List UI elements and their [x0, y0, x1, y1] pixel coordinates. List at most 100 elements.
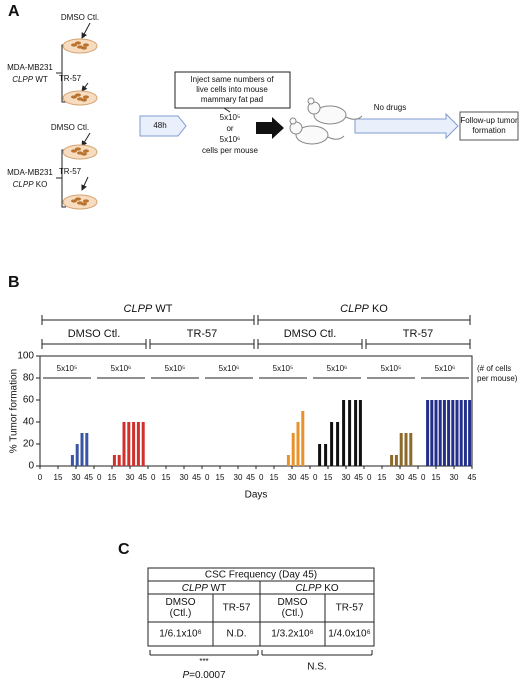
bar: [447, 400, 451, 466]
p-symbol: P: [182, 670, 189, 681]
genotype: WT: [35, 75, 48, 84]
x-tick-label: 45: [138, 473, 147, 482]
treatment-label: TR-57: [187, 328, 218, 340]
gene: CLPP: [13, 180, 35, 189]
bar: [117, 455, 121, 466]
x-tick-label: 0: [205, 473, 210, 482]
label: CSC Frequency (Day 45): [205, 570, 317, 581]
bar: [455, 400, 459, 466]
gene: CLPP: [295, 583, 321, 594]
cell-cluster: [75, 147, 81, 151]
bar: [330, 422, 334, 466]
cell-cluster: [81, 152, 87, 156]
cell-dose-label: 5x10⁵: [165, 364, 186, 373]
bar: [336, 422, 340, 466]
bar: [426, 400, 430, 466]
bar: [296, 422, 300, 466]
bar: [136, 422, 140, 466]
gene: CLPP: [12, 75, 34, 84]
genotype: KO: [372, 303, 388, 315]
cell-dose-label: 5x10⁵: [273, 364, 294, 373]
x-tick-label: 30: [234, 473, 243, 482]
schematic-shapes: [56, 22, 519, 208]
label: cells per mouse: [202, 146, 259, 155]
label: or: [226, 124, 233, 133]
bar: [324, 444, 328, 466]
cell-cluster: [83, 199, 89, 203]
bar: [404, 433, 408, 466]
genotype: KO: [324, 583, 339, 594]
cell-dose-label: 5x10⁶: [435, 364, 456, 373]
label: N.S.: [307, 662, 326, 673]
bar: [442, 400, 446, 466]
cell-cluster: [75, 197, 81, 201]
label: 1/3.2x10⁶: [271, 629, 313, 640]
x-tick-label: 45: [300, 473, 309, 482]
genotype-label: CLPP WT: [182, 583, 226, 594]
bar: [122, 422, 126, 466]
label: (Ctl.): [282, 608, 304, 619]
genotype-label: CLPP WT: [124, 303, 173, 315]
label: (Ctl.): [170, 608, 192, 619]
bar: [85, 433, 89, 466]
x-tick-label: 30: [180, 473, 189, 482]
x-tick-label: 45: [84, 473, 93, 482]
label: C: [118, 541, 130, 558]
cell-dose-label: 5x10⁶: [219, 364, 240, 373]
x-tick-label: 30: [396, 473, 405, 482]
bar: [80, 433, 84, 466]
x-tick-label: 45: [408, 473, 417, 482]
treatment-label: DMSO Ctl.: [68, 328, 121, 340]
label: live cells into mouse: [196, 85, 268, 94]
petri-dishes: [62, 38, 98, 210]
label: N.D.: [227, 629, 247, 640]
bar: [358, 400, 362, 466]
label: DMSO: [166, 597, 196, 608]
bar: [141, 422, 145, 466]
bar: [301, 411, 305, 466]
x-tick-label: 0: [38, 473, 43, 482]
cell-cluster: [83, 43, 89, 47]
bar: [399, 433, 403, 466]
bar: [390, 455, 394, 466]
cell-cluster: [71, 95, 77, 99]
y-axis-label: % Tumor formation: [9, 369, 20, 453]
treatment-label: DMSO Ctl.: [284, 328, 337, 340]
x-tick-label: 30: [342, 473, 351, 482]
label: 1/4.0x10⁶: [328, 629, 370, 640]
genotype: KO: [36, 180, 48, 189]
label: 5x10⁶: [220, 135, 241, 144]
label: 1/6.1x10⁶: [159, 629, 201, 640]
bar: [394, 455, 398, 466]
x-tick-label: 45: [246, 473, 255, 482]
y-tick-label: 0: [28, 461, 34, 472]
bar: [463, 400, 467, 466]
y-tick-label: 20: [23, 439, 35, 450]
mice: [289, 97, 363, 145]
bar: [342, 400, 346, 466]
genotype-label: CLPP KO: [13, 180, 48, 189]
y-tick-label: 80: [23, 373, 35, 384]
label: MDA-MB231: [7, 63, 53, 72]
x-tick-label: 30: [288, 473, 297, 482]
bar: [112, 455, 116, 466]
cell-cluster: [83, 95, 89, 99]
label: Follow-up tumor: [460, 116, 518, 125]
label: TR-57: [59, 167, 82, 176]
label: 48h: [153, 121, 166, 130]
y-tick-label: 40: [23, 417, 35, 428]
x-tick-label: 30: [126, 473, 135, 482]
label: TR-57: [336, 603, 364, 614]
cell-dose-label: 5x10⁶: [111, 364, 132, 373]
label: DMSO Ctl.: [61, 13, 99, 22]
x-tick-label: 0: [367, 473, 372, 482]
genotype: WT: [211, 583, 227, 594]
cell-dose-label: 5x10⁵: [381, 364, 402, 373]
genotype-label: CLPP KO: [295, 583, 339, 594]
bar: [434, 400, 438, 466]
x-tick-label: 15: [162, 473, 171, 482]
bar: [286, 455, 290, 466]
bar: [291, 433, 295, 466]
cell-cluster: [81, 46, 87, 50]
bar: [430, 400, 434, 466]
